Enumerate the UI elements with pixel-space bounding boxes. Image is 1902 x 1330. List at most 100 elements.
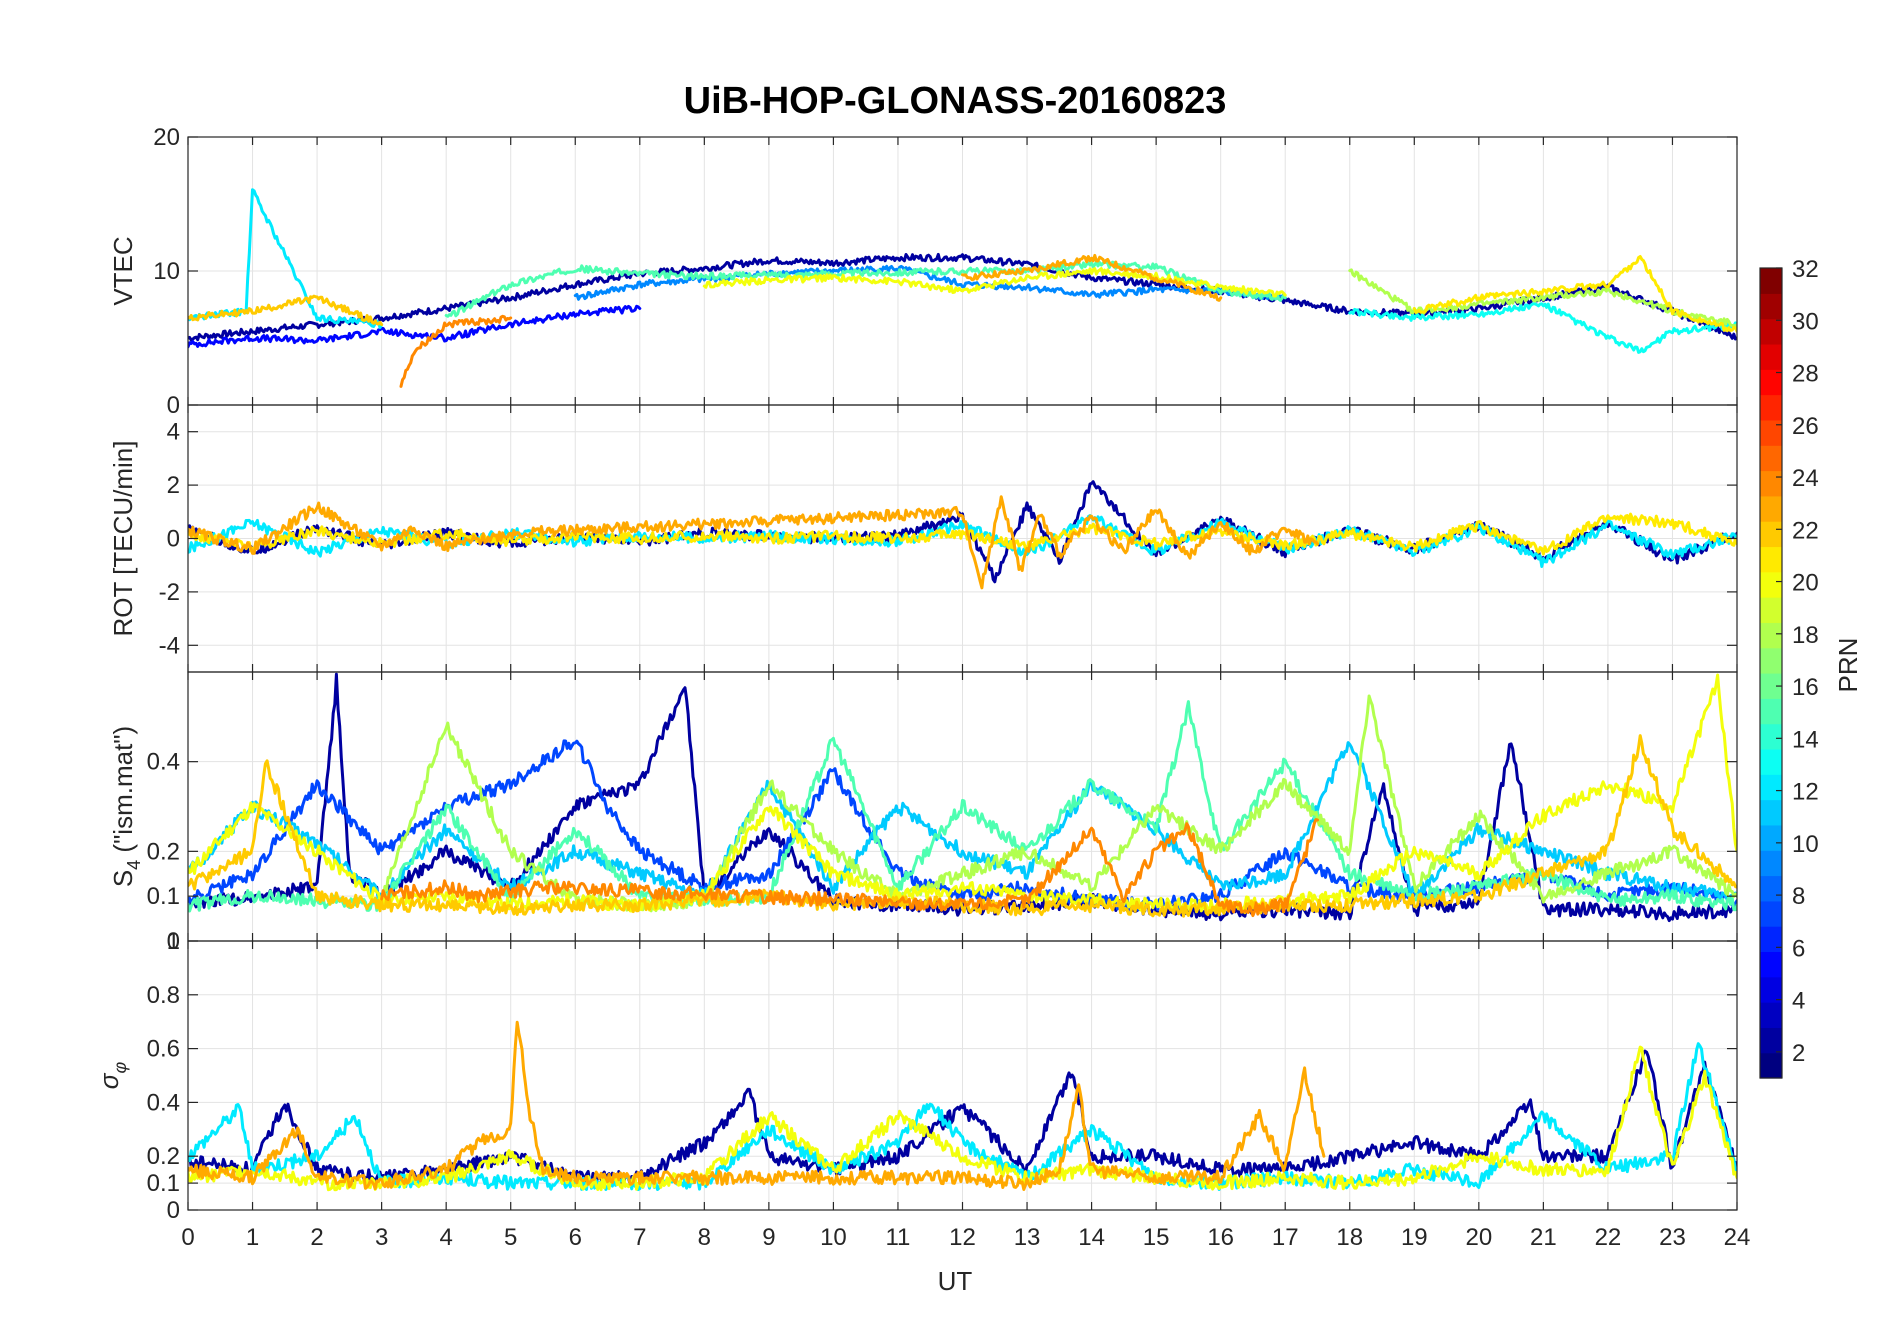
x-tick-label: 1 bbox=[246, 1224, 259, 1251]
x-tick-label: 24 bbox=[1724, 1224, 1751, 1251]
y-tick-label: 0 bbox=[167, 928, 180, 955]
x-tick-label: 15 bbox=[1143, 1224, 1170, 1251]
series-prn-20 bbox=[702, 267, 1287, 298]
x-tick-label: 4 bbox=[439, 1224, 452, 1251]
traces bbox=[188, 672, 1737, 923]
colorbar-tick-label: 12 bbox=[1792, 779, 1819, 806]
colorbar-band bbox=[1760, 748, 1782, 775]
x-tick-label: 19 bbox=[1401, 1224, 1428, 1251]
colorbar-band bbox=[1760, 622, 1782, 649]
series-prn-12 bbox=[188, 188, 384, 329]
x-tick-label: 7 bbox=[633, 1224, 646, 1251]
x-tick-label: 21 bbox=[1530, 1224, 1557, 1251]
colorbar-band bbox=[1760, 875, 1782, 902]
y-tick-label: 0.8 bbox=[147, 982, 180, 1009]
colorbar-label: PRN bbox=[1833, 638, 1863, 693]
y-tick-label: 0.4 bbox=[147, 1089, 180, 1116]
colorbar-band bbox=[1760, 698, 1782, 725]
series-prn-23 bbox=[188, 1020, 1326, 1191]
colorbar-band bbox=[1760, 521, 1782, 548]
y-tick-label: 0.1 bbox=[147, 883, 180, 910]
colorbar-tick-label: 10 bbox=[1792, 831, 1819, 858]
x-tick-label: 23 bbox=[1659, 1224, 1686, 1251]
panel-s4: 0 0.1 0.2 0.4S4 ("ism.mat") bbox=[108, 671, 1738, 955]
x-tick-label: 11 bbox=[885, 1224, 910, 1251]
colorbar-band bbox=[1760, 976, 1782, 1003]
colorbar-band bbox=[1760, 445, 1782, 472]
colorbar-band bbox=[1760, 495, 1782, 522]
series-prn-5 bbox=[188, 304, 642, 349]
colorbar-tick-label: 22 bbox=[1792, 517, 1819, 544]
x-tick-label: 8 bbox=[698, 1224, 711, 1251]
x-tick-label: 16 bbox=[1207, 1224, 1234, 1251]
x-tick-label: 0 bbox=[181, 1224, 194, 1251]
y-tick-label: 2 bbox=[167, 472, 180, 499]
colorbar-band bbox=[1760, 723, 1782, 750]
series-prn-23 bbox=[188, 495, 1319, 590]
series-prn-21 bbox=[188, 512, 1737, 556]
colorbar-band bbox=[1760, 850, 1782, 877]
y-tick-label: 4 bbox=[167, 419, 180, 446]
y-tick-label: 0.4 bbox=[147, 749, 180, 776]
x-tick-label: 22 bbox=[1595, 1224, 1622, 1251]
colorbar-band bbox=[1760, 546, 1782, 573]
y-tick-label: 0 bbox=[167, 526, 180, 553]
y-tick-label: 0.6 bbox=[147, 1036, 180, 1063]
series-prn-2 bbox=[188, 252, 1737, 342]
series-prn-22 bbox=[188, 734, 1737, 918]
colorbar-band bbox=[1760, 293, 1782, 320]
series-prn-11 bbox=[188, 741, 1737, 904]
colorbar-band bbox=[1760, 318, 1782, 345]
x-tick-label: 3 bbox=[375, 1224, 388, 1251]
colorbar-band bbox=[1760, 774, 1782, 801]
x-tick-label: 13 bbox=[1014, 1224, 1041, 1251]
colorbar-band bbox=[1760, 673, 1782, 699]
y-axis-label: VTEC bbox=[108, 236, 138, 305]
colorbar-band bbox=[1760, 1052, 1782, 1079]
colorbar-tick-label: 16 bbox=[1792, 674, 1819, 701]
colorbar-band bbox=[1760, 571, 1782, 598]
colorbar-band bbox=[1760, 369, 1782, 396]
series-prn-24 bbox=[399, 314, 513, 388]
colorbar-band bbox=[1760, 343, 1782, 370]
series-prn-20 bbox=[188, 1045, 1737, 1192]
y-tick-label: 0 bbox=[167, 1197, 180, 1224]
x-axis-label: UT bbox=[938, 1266, 973, 1296]
colorbar-tick-label: 30 bbox=[1792, 308, 1819, 335]
colorbar-band bbox=[1760, 394, 1782, 421]
x-tick-label: 20 bbox=[1465, 1224, 1492, 1251]
colorbar-band bbox=[1760, 1002, 1782, 1028]
y-tick-label: -2 bbox=[159, 579, 180, 606]
traces bbox=[188, 188, 1737, 388]
y-tick-label: 0.1 bbox=[147, 1170, 180, 1197]
series-prn-21 bbox=[1412, 255, 1737, 333]
colorbar-band bbox=[1760, 268, 1782, 294]
colorbar-tick-label: 18 bbox=[1792, 622, 1819, 649]
x-tick-label: 17 bbox=[1272, 1224, 1299, 1251]
colorbar-band bbox=[1760, 824, 1782, 851]
colorbar-tick-label: 20 bbox=[1792, 570, 1819, 597]
colorbar-tick-label: 26 bbox=[1792, 413, 1819, 440]
traces bbox=[188, 1020, 1737, 1192]
y-tick-label: 1 bbox=[167, 928, 180, 955]
series-prn-22 bbox=[188, 294, 384, 327]
y-axis-label: S4 ("ism.mat") bbox=[108, 726, 144, 887]
colorbar-band bbox=[1760, 1027, 1782, 1054]
colorbar-tick-label: 8 bbox=[1792, 883, 1805, 910]
colorbar-tick-label: 24 bbox=[1792, 465, 1819, 492]
colorbar-band bbox=[1760, 799, 1782, 826]
colorbar-tick-label: 4 bbox=[1792, 988, 1805, 1015]
y-tick-label: -4 bbox=[159, 632, 180, 659]
series-prn-12 bbox=[188, 1042, 1737, 1192]
y-tick-label: 20 bbox=[153, 124, 180, 151]
x-tick-label: 9 bbox=[762, 1224, 775, 1251]
colorbar-band bbox=[1760, 951, 1782, 978]
colorbar-tick-label: 14 bbox=[1792, 726, 1819, 753]
colorbar-frame bbox=[1759, 267, 1783, 1079]
colorbar-band bbox=[1760, 900, 1782, 927]
x-tick-label: 10 bbox=[820, 1224, 847, 1251]
y-tick-label: 10 bbox=[153, 258, 180, 285]
y-axis-label: ROT [TECU/min] bbox=[108, 441, 138, 637]
